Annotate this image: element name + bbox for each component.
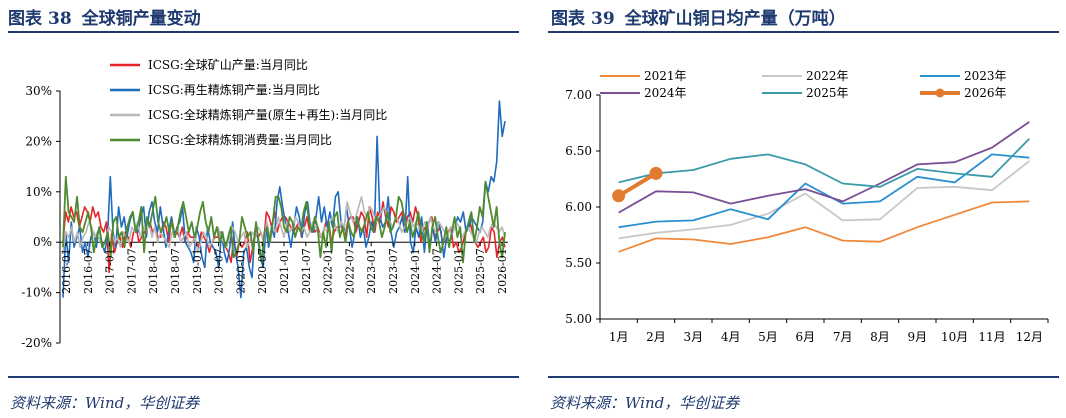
left-chart: 30% 20% 10% 0% -10% -20% 2016-01 2016-07 2017-01… xyxy=(21,57,509,350)
right-title-prefix: 图表 xyxy=(551,9,585,29)
left-x-tick-label: 2017-07 xyxy=(125,248,138,294)
left-x-tick-label: 2021-07 xyxy=(300,248,313,294)
left-x-tick-label: 2026-01 xyxy=(496,248,509,294)
right-legend-label-2: 2022年 xyxy=(806,69,849,83)
right-x-tick-label: 7月 xyxy=(833,330,853,344)
right-legend-label-4: 2024年 xyxy=(644,86,687,100)
left-x-tick-label: 2019-01 xyxy=(191,248,204,294)
left-y-tick-label: 30% xyxy=(25,84,52,98)
right-legend-marker xyxy=(935,88,945,98)
right-series-marker xyxy=(649,166,663,180)
left-legend-label-4: ICSG:全球精炼铜消费量:当月同比 xyxy=(148,132,332,147)
right-y-tick-label: 6.00 xyxy=(565,200,592,214)
left-panel-title: 图表 38 全球铜产量变动 xyxy=(8,4,201,29)
left-x-tick-label: 2022-01 xyxy=(322,248,335,294)
right-y-tick-label: 5.50 xyxy=(565,256,592,270)
right-series-line-5 xyxy=(618,138,1030,188)
right-series-line-6 xyxy=(617,171,658,198)
right-x-tick-label: 10月 xyxy=(941,330,968,344)
right-x-tick-label: 2月 xyxy=(646,330,666,344)
right-source: 资料来源：Wind，华创证券 xyxy=(550,394,740,412)
right-legend-label-1: 2021年 xyxy=(644,69,687,83)
right-legend-label-3: 2023年 xyxy=(964,69,1007,83)
left-x-tick-label: 2023-07 xyxy=(387,248,400,294)
left-y-tick-label: 0% xyxy=(33,235,52,249)
left-x-tick-label: 2019-07 xyxy=(213,248,226,294)
right-series-line-2 xyxy=(618,160,1030,240)
right-series-line-4 xyxy=(618,121,1030,214)
left-legend-label-1: ICSG:全球矿山产量:当月同比 xyxy=(148,57,308,72)
left-title-text: 全球铜产量变动 xyxy=(81,9,201,29)
left-y-tick-label: 10% xyxy=(25,185,52,199)
left-x-tick-label: 2025-01 xyxy=(452,248,465,294)
right-series-marker xyxy=(612,189,626,203)
right-legend-label-6: 2026年 xyxy=(964,86,1007,100)
left-bottom-rule xyxy=(8,376,519,378)
right-y-tick-label: 6.50 xyxy=(565,144,592,158)
left-legend-label-2: ICSG:再生精炼铜产量:当月同比 xyxy=(148,82,320,97)
left-x-tick-label: 2016-01 xyxy=(60,248,73,294)
right-series-line-3 xyxy=(618,153,1030,229)
right-chart: 7.00 6.50 6.00 5.50 5.00 1月 2月 3月 4月 5月 6月 7月 8月 9月 10… xyxy=(565,69,1049,344)
right-x-tick-label: 9月 xyxy=(908,330,928,344)
right-x-tick-label: 11月 xyxy=(978,330,1005,344)
right-bottom-rule xyxy=(548,376,1059,378)
left-x-tick-label: 2016-07 xyxy=(82,248,95,294)
left-x-tick-label: 2024-01 xyxy=(409,248,422,294)
right-title-rule xyxy=(548,31,1059,33)
right-x-tick-label: 1月 xyxy=(609,330,629,344)
right-x-tick-label: 6月 xyxy=(796,330,816,344)
left-x-tick-label: 2021-01 xyxy=(278,248,291,294)
left-series-line-4 xyxy=(62,175,506,264)
left-y-tick-label: -10% xyxy=(21,286,52,300)
right-x-tick-label: 3月 xyxy=(684,330,704,344)
left-title-number: 38 xyxy=(48,9,72,29)
right-panel-title: 图表 39 全球矿山铜日均产量（万吨） xyxy=(551,4,846,29)
right-y-tick-label: 7.00 xyxy=(565,88,592,102)
right-legend-label-5: 2025年 xyxy=(806,86,849,100)
right-series-line-1 xyxy=(618,200,1030,253)
right-x-tick-label: 12月 xyxy=(1016,330,1043,344)
left-title-rule xyxy=(8,31,519,33)
left-title-prefix: 图表 xyxy=(8,9,42,29)
left-x-tick-label: 2025-07 xyxy=(474,248,487,294)
right-title-number: 39 xyxy=(591,9,615,29)
left-x-tick-label: 2020-07 xyxy=(256,248,269,294)
left-y-tick-label: -20% xyxy=(21,336,52,350)
left-source: 资料来源：Wind，华创证券 xyxy=(10,394,200,412)
right-title-text: 全球矿山铜日均产量（万吨） xyxy=(624,9,846,29)
right-x-tick-label: 4月 xyxy=(721,330,741,344)
right-x-tick-label: 5月 xyxy=(758,330,778,344)
left-x-tick-label: 2020-01 xyxy=(234,248,247,294)
left-x-tick-label: 2022-07 xyxy=(343,248,356,294)
left-x-tick-label: 2024-07 xyxy=(431,248,444,294)
left-x-tick-label: 2017-01 xyxy=(104,248,117,294)
left-legend-label-3: ICSG:全球精炼铜产量(原生+再生):当月同比 xyxy=(148,107,387,122)
left-x-tick-label: 2018-01 xyxy=(147,248,160,294)
left-x-tick-label: 2023-01 xyxy=(365,248,378,294)
right-x-tick-label: 8月 xyxy=(870,330,890,344)
right-y-tick-label: 5.00 xyxy=(565,312,592,326)
left-y-tick-label: 20% xyxy=(25,134,52,148)
left-x-tick-label: 2018-07 xyxy=(169,248,182,294)
